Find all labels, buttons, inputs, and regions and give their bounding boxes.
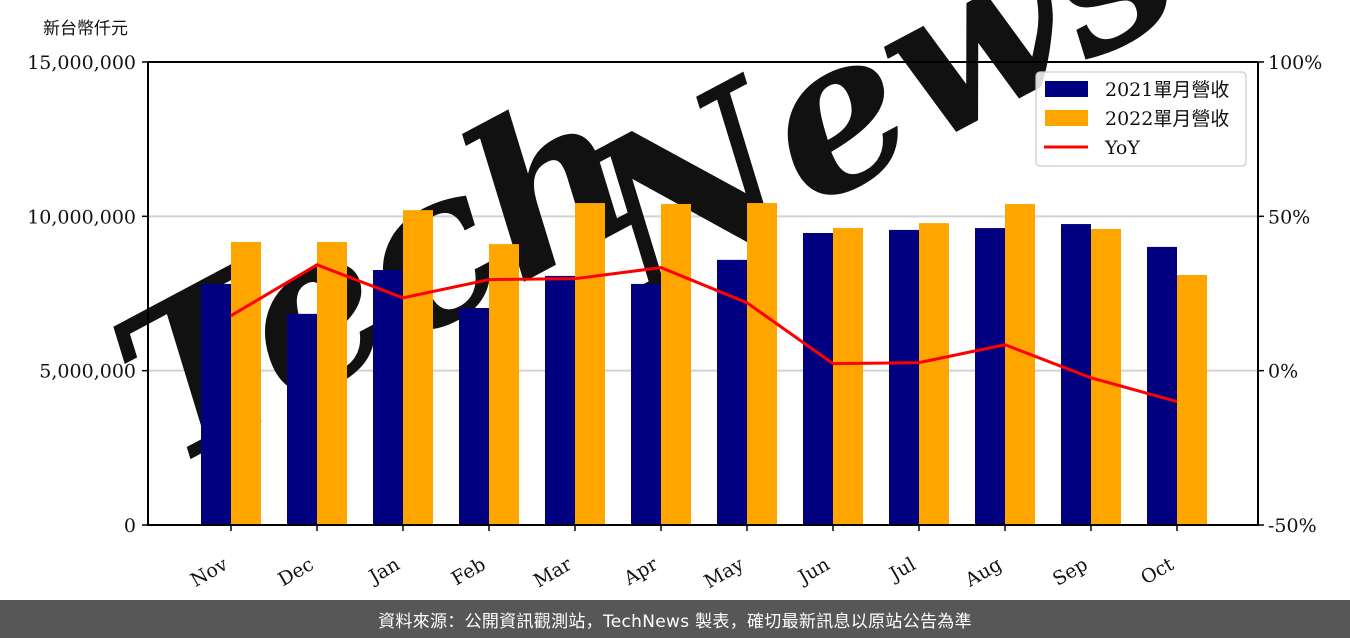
bar-2021-jun bbox=[803, 233, 833, 525]
bar-2022-jul bbox=[919, 223, 949, 525]
source-footer: 資料來源：公開資訊觀測站，TechNews 製表，確切最新訊息以原站公告為準 bbox=[0, 600, 1350, 638]
bar-2021-oct bbox=[1147, 246, 1177, 525]
bar-2021-jan bbox=[373, 270, 403, 525]
y-tick-label: 10,000,000 bbox=[27, 206, 136, 228]
y2-tick-label: 0% bbox=[1268, 361, 1298, 383]
bar-2021-aug bbox=[975, 228, 1005, 525]
legend-swatch-0 bbox=[1045, 81, 1088, 97]
bar-2021-nov bbox=[201, 283, 231, 525]
bar-2021-apr bbox=[631, 283, 661, 525]
y-axis-unit-label: 新台幣仟元 bbox=[43, 19, 128, 39]
source-text: 資料來源：公開資訊觀測站，TechNews 製表，確切最新訊息以原站公告為準 bbox=[378, 611, 972, 632]
bar-2022-feb bbox=[489, 244, 519, 525]
x-tick-label-jun: Jun bbox=[793, 553, 834, 589]
x-tick-label-dec: Dec bbox=[274, 553, 317, 591]
x-tick-label-nov: Nov bbox=[187, 553, 232, 592]
legend-box bbox=[1035, 71, 1247, 167]
y-tick-label: 15,000,000 bbox=[27, 52, 136, 74]
bar-2021-dec bbox=[287, 313, 317, 525]
legend-label-2: YoY bbox=[1104, 137, 1140, 159]
bar-2022-may bbox=[747, 203, 777, 525]
legend-label-0: 2021單月營收 bbox=[1105, 79, 1229, 101]
bar-2021-feb bbox=[459, 308, 489, 525]
y-tick-label: 5,000,000 bbox=[39, 361, 136, 383]
bar-2021-may bbox=[717, 259, 747, 525]
bar-2022-dec bbox=[317, 241, 347, 525]
bar-2021-mar bbox=[545, 275, 575, 525]
x-tick-label-sep: Sep bbox=[1049, 553, 1092, 590]
y2-tick-label: 100% bbox=[1268, 52, 1322, 74]
legend-label-1: 2022單月營收 bbox=[1105, 108, 1229, 130]
bar-2022-jun bbox=[833, 228, 863, 525]
bar-2021-jul bbox=[889, 229, 919, 525]
revenue-chart: TechNews05,000,00010,000,00015,000,000-5… bbox=[27, 0, 1322, 593]
legend-swatch-1 bbox=[1045, 110, 1088, 126]
bar-2022-sep bbox=[1091, 228, 1121, 526]
chart-canvas: TechNews05,000,00010,000,00015,000,000-5… bbox=[27, 0, 1322, 593]
bar-2022-oct bbox=[1177, 274, 1207, 525]
bar-2022-apr bbox=[661, 203, 691, 525]
x-tick-label-aug: Aug bbox=[961, 553, 1006, 592]
y2-tick-label: 50% bbox=[1268, 206, 1310, 228]
x-tick-label-jan: Jan bbox=[364, 553, 404, 589]
y2-tick-label: -50% bbox=[1268, 515, 1317, 537]
x-tick-label-jul: Jul bbox=[884, 553, 919, 586]
x-tick-label-mar: Mar bbox=[530, 553, 576, 592]
yoy-line bbox=[230, 263, 1178, 403]
bar-2022-jan bbox=[403, 210, 433, 525]
x-tick-label-oct: Oct bbox=[1137, 553, 1178, 589]
y-tick-label: 0 bbox=[124, 515, 136, 537]
bar-2022-aug bbox=[1005, 203, 1035, 525]
x-tick-label-apr: Apr bbox=[619, 553, 662, 590]
x-tick-label-may: May bbox=[701, 553, 748, 593]
x-tick-label-feb: Feb bbox=[448, 553, 490, 590]
bar-2022-mar bbox=[575, 203, 605, 525]
bar-2022-nov bbox=[231, 241, 261, 525]
